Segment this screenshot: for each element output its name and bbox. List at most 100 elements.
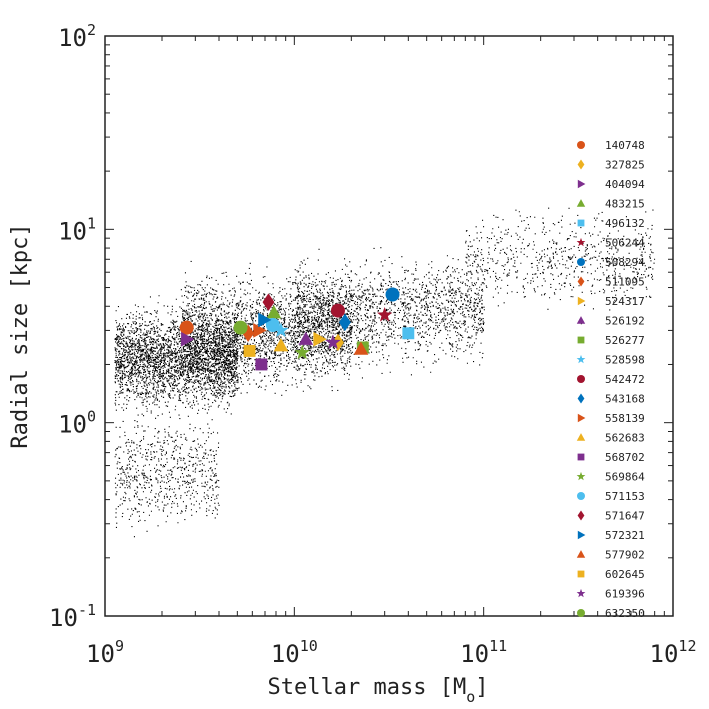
x-tick-label: 1012	[650, 637, 697, 668]
legend-label: 632350	[605, 607, 645, 620]
legend-label: 327825	[605, 159, 645, 172]
marker-572321	[258, 312, 272, 328]
legend-item-327825: 327825	[577, 159, 645, 172]
legend: 140748 327825 404094 483215 496132 506244 5082…	[576, 139, 645, 620]
marker-526192	[298, 331, 314, 345]
legend-marker	[577, 141, 585, 149]
legend-marker	[577, 276, 585, 287]
tick-base: 10	[49, 604, 78, 632]
legend-item-508294: 508294	[577, 256, 645, 269]
legend-label: 526277	[605, 334, 645, 347]
legend-item-526277: 526277	[577, 334, 645, 347]
legend-item-542472: 542472	[577, 373, 645, 386]
marker-542472	[330, 303, 345, 318]
tick-exponent: 10	[300, 637, 318, 655]
legend-marker	[576, 588, 586, 598]
y-tick-label: 100	[58, 408, 96, 439]
legend-item-526192: 526192	[576, 315, 645, 328]
legend-item-562683: 562683	[576, 432, 645, 445]
marker-577902	[353, 341, 369, 355]
dot-cloud	[114, 204, 656, 538]
legend-marker	[576, 199, 586, 207]
legend-marker	[576, 433, 586, 441]
legend-label: 572321	[605, 529, 645, 542]
legend-item-140748: 140748	[577, 139, 645, 152]
marker-602645	[243, 344, 256, 357]
marker-568702	[255, 358, 268, 371]
x-tick-label: 1011	[460, 637, 507, 668]
legend-label: 619396	[605, 588, 645, 601]
legend-marker	[577, 159, 585, 170]
legend-label: 511095	[605, 276, 645, 289]
plot-frame	[104, 35, 674, 617]
legend-marker	[576, 550, 586, 558]
tick-exponent: 0	[87, 408, 96, 426]
legend-item-483215: 483215	[576, 198, 645, 211]
legend-item-558139: 558139	[577, 412, 645, 425]
legend-label: 526192	[605, 315, 645, 328]
marker-619396	[325, 334, 341, 349]
legend-label: 506244	[605, 237, 645, 250]
marker-483215	[266, 305, 282, 319]
legend-marker	[577, 530, 586, 540]
legend-marker	[577, 296, 586, 306]
marker-506244	[377, 307, 393, 322]
legend-item-543168: 543168	[577, 393, 645, 406]
tick-base: 10	[650, 640, 679, 668]
tick-base: 10	[86, 640, 115, 668]
legend-label: 542472	[605, 373, 645, 386]
marker-496132	[402, 327, 415, 340]
legend-label: 404094	[605, 178, 645, 191]
legend-marker	[577, 609, 585, 617]
legend-item-632350: 632350	[577, 607, 645, 620]
legend-label: 577902	[605, 549, 645, 562]
marker-571153	[265, 318, 280, 333]
legend-label: 562683	[605, 432, 645, 445]
marker-508294	[385, 287, 400, 302]
legend-label: 571153	[605, 490, 645, 503]
legend-item-511095: 511095	[577, 276, 645, 289]
x-tick-label: 1010	[271, 637, 318, 668]
marker-524317	[313, 331, 327, 347]
marker-562683	[273, 338, 289, 352]
marker-140748	[179, 320, 194, 335]
tick-base: 10	[58, 24, 87, 52]
legend-label: 543168	[605, 393, 645, 406]
legend-item-572321: 572321	[577, 529, 645, 542]
legend-item-524317: 524317	[577, 295, 645, 308]
tick-base: 10	[58, 411, 87, 439]
legend-marker	[577, 510, 585, 521]
legend-item-506244: 506244	[576, 237, 645, 250]
tick-exponent: 12	[678, 637, 696, 655]
legend-item-528598: 528598	[576, 354, 645, 367]
marker-404094	[181, 331, 195, 347]
legend-item-619396: 619396	[576, 588, 645, 601]
y-tick-label: 10-1	[49, 601, 96, 632]
legend-marker	[577, 570, 585, 578]
marker-558139	[253, 323, 267, 338]
legend-item-568702: 568702	[577, 451, 645, 464]
marker-511095	[242, 324, 255, 343]
tick-exponent: -1	[78, 601, 96, 619]
legend-label: 568702	[605, 451, 645, 464]
legend-marker	[577, 336, 585, 344]
tick-base: 10	[271, 640, 300, 668]
legend-marker	[577, 413, 586, 423]
legend-marker	[576, 316, 586, 324]
legend-marker	[576, 471, 586, 481]
legend-item-571647: 571647	[577, 510, 645, 523]
legend-item-404094: 404094	[577, 178, 645, 191]
legend-marker	[577, 492, 585, 500]
legend-label: 528598	[605, 354, 645, 367]
legend-marker	[577, 393, 585, 404]
tick-exponent: 2	[87, 21, 96, 39]
y-tick-label: 102	[58, 21, 96, 52]
legend-label: 569864	[605, 471, 645, 484]
legend-label: 496132	[605, 217, 645, 230]
marker-571647	[262, 293, 275, 311]
tick-base: 10	[58, 217, 87, 245]
tick-exponent: 9	[115, 637, 124, 655]
legend-marker	[577, 219, 585, 227]
tick-exponent: 11	[489, 637, 507, 655]
